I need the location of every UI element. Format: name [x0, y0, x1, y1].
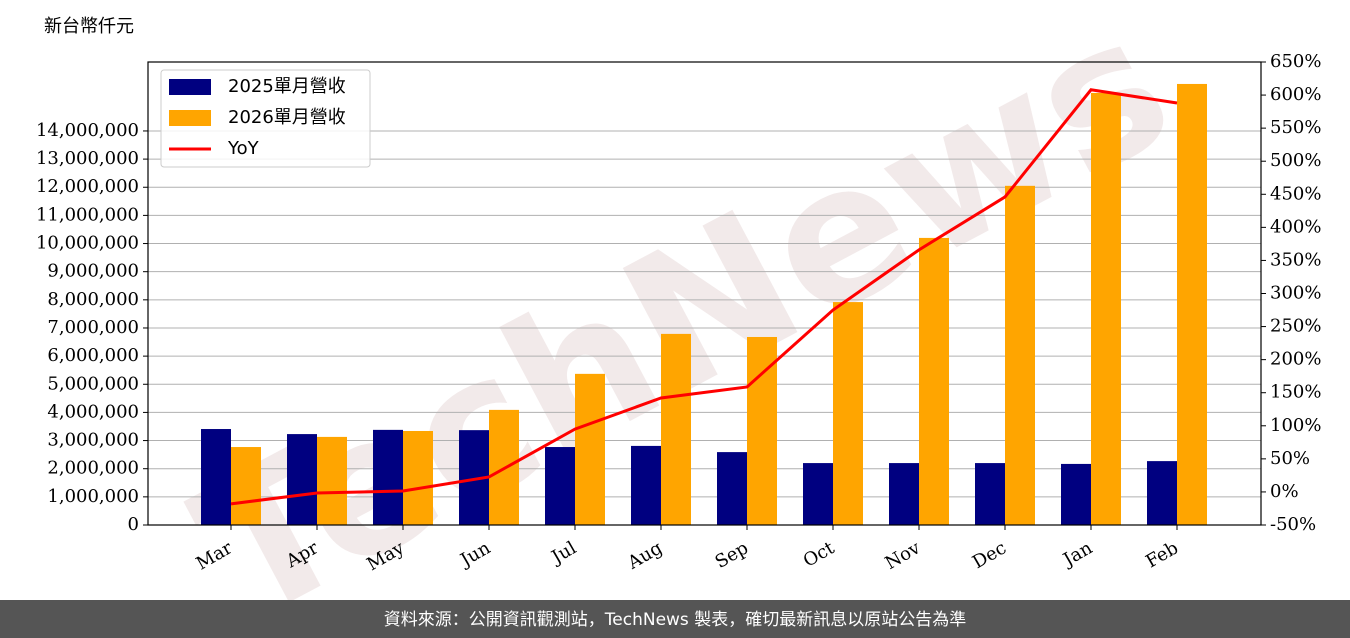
bar [373, 429, 403, 525]
bar [631, 445, 661, 525]
y-tick-label: 7,000,000 [47, 317, 139, 338]
x-tick-label: Dec [969, 537, 1010, 573]
y2-tick-label: -50% [1270, 514, 1316, 535]
y2-tick-label: 300% [1270, 283, 1321, 304]
bar [1091, 92, 1121, 526]
bar [1061, 463, 1091, 525]
bar [661, 333, 691, 525]
y-tick-label: 0 [128, 514, 139, 535]
bar [1177, 83, 1207, 525]
bar [231, 447, 261, 525]
x-tick-label: Jul [546, 537, 580, 569]
y2-tick-label: 50% [1270, 448, 1310, 469]
y2-tick-label: 0% [1270, 481, 1299, 502]
x-tick-label: Nov [882, 537, 925, 574]
y2-tick-label: 250% [1270, 316, 1321, 337]
y-tick-label: 4,000,000 [47, 401, 139, 422]
y2-tick-label: 550% [1270, 117, 1321, 138]
y-tick-label: 14,000,000 [36, 120, 139, 141]
y-tick-label: 11,000,000 [36, 204, 139, 225]
y-tick-label: 10,000,000 [36, 233, 139, 254]
y2-tick-label: 500% [1270, 150, 1321, 171]
legend-label: 2025單月營收 [228, 76, 346, 97]
legend-label: YoY [227, 138, 260, 159]
bar [803, 463, 833, 525]
bar [919, 237, 949, 525]
x-tick-label: Feb [1142, 537, 1182, 572]
legend-label: 2026單月營收 [228, 107, 346, 128]
y-tick-label: 9,000,000 [47, 261, 139, 282]
plot-frame [147, 61, 1262, 526]
footer: 資料來源：公開資訊觀測站，TechNews 製表，確切最新訊息以原站公告為準 [384, 610, 966, 630]
y2-tick-label: 600% [1270, 84, 1321, 105]
legend-box [160, 69, 371, 168]
y-tick-label: 8,000,000 [47, 289, 139, 310]
y-tick-label: 12,000,000 [36, 176, 139, 197]
y2-tick-label: 650% [1270, 51, 1321, 72]
bar [747, 336, 777, 525]
y-axis-label: 新台幣仟元 [44, 16, 134, 37]
bar [1005, 185, 1035, 525]
legend-swatch [169, 110, 211, 126]
footer-band [0, 600, 1350, 638]
bar [201, 429, 231, 525]
bar [403, 430, 433, 525]
bar [717, 452, 747, 525]
bar [545, 447, 575, 525]
x-tick-label: Jan [1058, 537, 1096, 571]
yoy-line [230, 88, 1178, 506]
y2-tick-label: 150% [1270, 382, 1321, 403]
legend-swatch [169, 79, 211, 95]
bar [975, 463, 1005, 525]
y2-tick-label: 350% [1270, 249, 1321, 270]
y-tick-label: 1,000,000 [47, 486, 139, 507]
y-tick-label: 13,000,000 [36, 148, 139, 169]
x-tick-label: Sep [712, 537, 752, 572]
y-tick-label: 6,000,000 [47, 345, 139, 366]
bar [833, 302, 863, 525]
bar [317, 436, 347, 525]
y2-tick-label: 100% [1270, 415, 1321, 436]
y2-tick-label: 400% [1270, 216, 1321, 237]
bar [1147, 461, 1177, 525]
y-tick-label: 3,000,000 [47, 430, 139, 451]
y-tick-label: 2,000,000 [47, 458, 139, 479]
x-tick-label: Aug [623, 537, 666, 574]
bar [889, 463, 919, 525]
x-tick-label: Oct [800, 537, 839, 572]
bar [575, 373, 605, 525]
y2-tick-label: 200% [1270, 349, 1321, 370]
y-tick-label: 5,000,000 [47, 373, 139, 394]
y2-tick-label: 450% [1270, 183, 1321, 204]
bar [287, 434, 317, 525]
